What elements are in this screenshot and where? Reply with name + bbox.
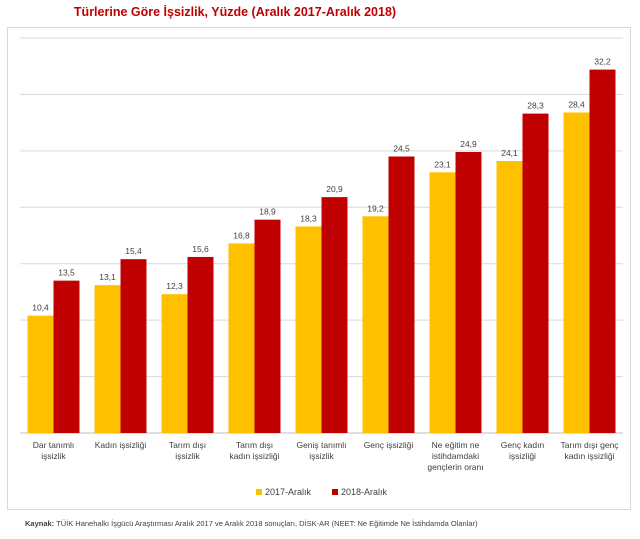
x-tick-label-line: Kadın işsizliği bbox=[95, 440, 147, 450]
x-tick-label-line: işsizlik bbox=[175, 451, 200, 461]
legend-label: 2017-Aralık bbox=[265, 487, 312, 497]
data-label: 10,4 bbox=[32, 303, 49, 313]
bar-2018 bbox=[589, 69, 616, 433]
data-label: 20,9 bbox=[326, 184, 343, 194]
x-tick-label-line: kadın işsizliği bbox=[564, 451, 614, 461]
legend-swatch-2017 bbox=[256, 489, 262, 495]
x-tick-label: Tarım dışı işsizlik bbox=[169, 440, 206, 461]
bar-2017 bbox=[429, 172, 456, 434]
source-text: TÜİK Hanehalkı İşgücü Araştırması Aralık… bbox=[54, 519, 478, 528]
x-tick-label-line: Genç işsizliği bbox=[364, 440, 414, 450]
bar-2018 bbox=[254, 219, 281, 433]
data-label: 13,1 bbox=[99, 272, 116, 282]
source-prefix: Kaynak: bbox=[25, 519, 55, 528]
data-label: 28,4 bbox=[568, 99, 585, 109]
bar-2018 bbox=[388, 156, 415, 433]
legend-swatch-2018 bbox=[332, 489, 338, 495]
x-tick-label: Kadın işsizliği bbox=[95, 440, 147, 450]
x-tick-label: Dar tanımlı işsizlik bbox=[33, 440, 75, 461]
x-tick-label: Tarım dışı genç kadın işsizliği bbox=[560, 440, 619, 461]
bar-2018 bbox=[522, 113, 549, 433]
chart-title: Türlerine Göre İşsizlik, Yüzde (Aralık 2… bbox=[73, 5, 397, 19]
x-tick-label-line: işsizlik bbox=[309, 451, 334, 461]
x-tick-label: Genç kadın işsizliği bbox=[501, 440, 545, 461]
x-tick-label-line: kadın işsizliği bbox=[229, 451, 279, 461]
bar-2018 bbox=[120, 259, 147, 433]
bar-2017 bbox=[563, 112, 590, 433]
x-tick-label-line: Ne eğitim ne bbox=[432, 440, 480, 450]
bar-2018 bbox=[187, 256, 214, 433]
data-label: 18,3 bbox=[300, 213, 317, 223]
x-tick-label-line: Tarım dışı bbox=[236, 440, 273, 450]
bar-2017 bbox=[362, 216, 389, 433]
x-tick-label-line: Genç kadın bbox=[501, 440, 545, 450]
x-tick-label-line: Dar tanımlı bbox=[33, 440, 75, 450]
data-label: 24,1 bbox=[501, 148, 518, 158]
x-tick-label-line: işsizliği bbox=[509, 451, 536, 461]
data-label: 16,8 bbox=[233, 230, 250, 240]
bar-2018 bbox=[321, 197, 348, 433]
x-tick-label-line: gençlerin oranı bbox=[427, 462, 483, 472]
data-label: 18,9 bbox=[259, 207, 276, 217]
x-tick-label-line: Tarım dışı genç bbox=[560, 440, 619, 450]
bar-2017 bbox=[94, 285, 121, 433]
data-label: 15,4 bbox=[125, 246, 142, 256]
bar-2018 bbox=[53, 280, 80, 433]
x-tick-label-line: Tarım dışı bbox=[169, 440, 206, 450]
data-label: 23,1 bbox=[434, 159, 451, 169]
x-tick-label: Geniş tanımlı işsizlik bbox=[296, 440, 346, 461]
data-label: 32,2 bbox=[594, 57, 611, 67]
x-tick-label: Genç işsizliği bbox=[364, 440, 414, 450]
data-label: 28,3 bbox=[527, 101, 544, 111]
legend-label: 2018-Aralık bbox=[341, 487, 388, 497]
x-tick-label-line: işsizlik bbox=[41, 451, 66, 461]
bar-2017 bbox=[27, 315, 54, 433]
x-tick-label: Tarım dışı kadın işsizliği bbox=[229, 440, 279, 461]
bar-2017 bbox=[295, 226, 322, 433]
bar-2017 bbox=[496, 161, 523, 433]
data-label: 12,3 bbox=[166, 281, 183, 291]
x-tick-label-line: Geniş tanımlı bbox=[296, 440, 346, 450]
bar-2017 bbox=[228, 243, 255, 433]
bar-2017 bbox=[161, 294, 188, 433]
x-tick-label-line: istihdamdaki bbox=[432, 451, 479, 461]
data-label: 24,5 bbox=[393, 144, 410, 154]
bar-2018 bbox=[455, 151, 482, 433]
data-label: 15,6 bbox=[192, 244, 209, 254]
data-label: 19,2 bbox=[367, 203, 384, 213]
data-label: 24,9 bbox=[460, 139, 477, 149]
chart-frame: 10,4 13,5 Dar tanımlı işsizlik 13,1 15,4 Kadın… bbox=[7, 27, 631, 510]
x-tick-label: Ne eğitim ne istihdamdaki gençlerin oranı bbox=[427, 440, 483, 472]
data-label: 13,5 bbox=[58, 268, 75, 278]
source-note: Kaynak: TÜİK Hanehalkı İşgücü Araştırmas… bbox=[25, 519, 478, 528]
